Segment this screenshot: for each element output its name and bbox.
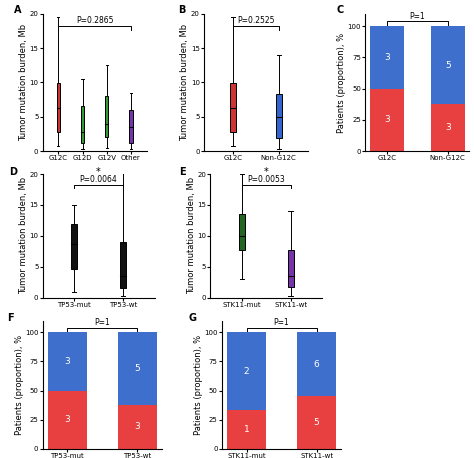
Y-axis label: Tumor mutation burden, Mb: Tumor mutation burden, Mb bbox=[187, 177, 196, 294]
Bar bbox=[276, 94, 282, 137]
Text: 1: 1 bbox=[244, 425, 249, 434]
Text: P=0.2865: P=0.2865 bbox=[76, 16, 113, 25]
Text: E: E bbox=[179, 167, 186, 177]
Text: 3: 3 bbox=[445, 123, 451, 132]
Text: 2: 2 bbox=[244, 367, 249, 376]
Bar bbox=[81, 106, 84, 143]
Text: F: F bbox=[7, 313, 13, 323]
Bar bbox=[57, 83, 60, 132]
Bar bbox=[105, 96, 109, 137]
Text: A: A bbox=[14, 5, 21, 16]
Bar bbox=[288, 250, 294, 287]
Y-axis label: Patients (proportion), %: Patients (proportion), % bbox=[194, 335, 203, 435]
Bar bbox=[120, 242, 126, 289]
Bar bbox=[118, 332, 157, 405]
Bar bbox=[129, 110, 133, 142]
Text: 5: 5 bbox=[314, 418, 319, 427]
Text: C: C bbox=[336, 5, 343, 16]
Bar bbox=[118, 405, 157, 449]
Bar bbox=[230, 83, 236, 132]
Y-axis label: Patients (proportion), %: Patients (proportion), % bbox=[15, 335, 24, 435]
Point bbox=[119, 167, 127, 174]
Text: B: B bbox=[178, 5, 185, 16]
Text: D: D bbox=[9, 167, 17, 177]
Bar bbox=[48, 332, 87, 391]
Y-axis label: Tumor mutation burden, Mb: Tumor mutation burden, Mb bbox=[19, 177, 28, 294]
Text: P=0.0053: P=0.0053 bbox=[247, 175, 285, 184]
Y-axis label: Patients (proportion), %: Patients (proportion), % bbox=[337, 33, 346, 132]
Text: *: * bbox=[264, 167, 269, 176]
Text: P=1: P=1 bbox=[410, 11, 425, 21]
Text: 5: 5 bbox=[135, 364, 140, 373]
Text: 3: 3 bbox=[384, 53, 390, 62]
Y-axis label: Tumor mutation burden, Mb: Tumor mutation burden, Mb bbox=[181, 24, 190, 141]
Text: 5: 5 bbox=[445, 61, 451, 70]
Bar bbox=[227, 332, 266, 410]
Text: 3: 3 bbox=[64, 415, 70, 424]
Bar bbox=[431, 26, 465, 104]
Bar bbox=[370, 26, 403, 89]
Y-axis label: Tumor mutation burden, Mb: Tumor mutation burden, Mb bbox=[19, 24, 28, 141]
Bar bbox=[48, 391, 87, 449]
Bar bbox=[297, 332, 336, 396]
Bar bbox=[239, 214, 245, 250]
Text: *: * bbox=[96, 167, 101, 176]
Text: P=1: P=1 bbox=[94, 318, 110, 327]
Bar bbox=[71, 224, 77, 269]
Bar bbox=[370, 89, 403, 151]
Text: 3: 3 bbox=[64, 357, 70, 366]
Text: P=0.0064: P=0.0064 bbox=[80, 175, 118, 184]
Text: P=0.2525: P=0.2525 bbox=[237, 16, 275, 25]
Bar bbox=[431, 104, 465, 151]
Text: G: G bbox=[188, 313, 196, 323]
Bar bbox=[227, 410, 266, 449]
Text: P=1: P=1 bbox=[273, 318, 290, 327]
Text: 6: 6 bbox=[314, 360, 319, 369]
Text: 3: 3 bbox=[135, 422, 140, 431]
Bar bbox=[297, 396, 336, 449]
Text: 3: 3 bbox=[384, 115, 390, 125]
